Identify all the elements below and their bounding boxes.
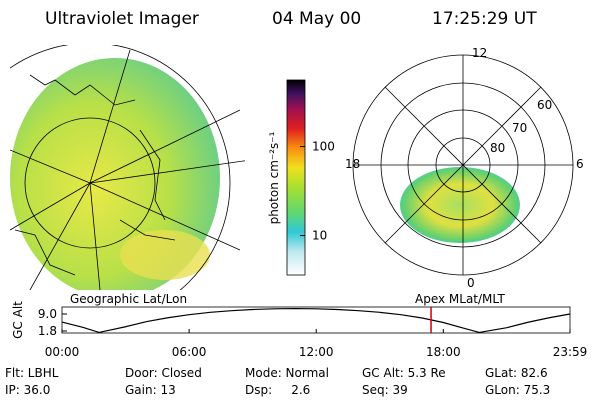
caption: Apex MLat/MLT [415, 292, 505, 306]
info-field: GLon: 75.3 [485, 383, 550, 397]
info-field: Gain: 13 [125, 383, 176, 397]
info-field: Seq: 39 [362, 383, 408, 397]
colorbar-label: photon cm⁻²s⁻¹ [267, 131, 281, 224]
hour-label: 12 [472, 46, 487, 60]
polar-plot: 12 18 6 0 60 70 80 [345, 46, 584, 290]
x-tick-label: 18:00 [426, 345, 461, 359]
lat-label: 70 [512, 121, 527, 135]
y-tick-label: 9.0 [38, 307, 57, 321]
info-field: GC Alt: 5.3 Re [362, 366, 446, 380]
caption: Geographic Lat/Lon [70, 292, 187, 306]
info-field: Flt: LBHL [5, 366, 59, 380]
hour-label: 6 [576, 157, 584, 171]
title: Ultraviolet Imager [45, 9, 199, 29]
x-tick-label: 12:00 [299, 345, 334, 359]
hour-label: 18 [345, 157, 360, 171]
x-tick-label: 00:00 [45, 345, 80, 359]
colorbar-tick-label: 10 [312, 229, 327, 243]
hour-label: 0 [467, 276, 475, 290]
info-field: Mode: Normal [245, 366, 329, 380]
y-tick-label: 1.8 [38, 324, 57, 338]
geo-image [10, 45, 245, 290]
info-field: Door: Closed [125, 366, 202, 380]
time: 17:25:29 UT [432, 9, 537, 29]
colorbar [286, 79, 306, 276]
lat-label: 60 [537, 98, 552, 112]
colorbar-tick-label: 100 [312, 140, 335, 154]
y-label: GC Alt [11, 301, 25, 339]
altitude-line [61, 307, 571, 334]
x-tick-label: 23:59 [553, 345, 588, 359]
info-field: IP: 36.0 [5, 383, 50, 397]
date: 04 May 00 [272, 9, 361, 29]
x-tick-label: 06:00 [172, 345, 207, 359]
lat-label: 80 [490, 141, 505, 155]
info-field: Dsp: 2.6 [245, 383, 310, 397]
info-field: GLat: 82.6 [485, 366, 548, 380]
